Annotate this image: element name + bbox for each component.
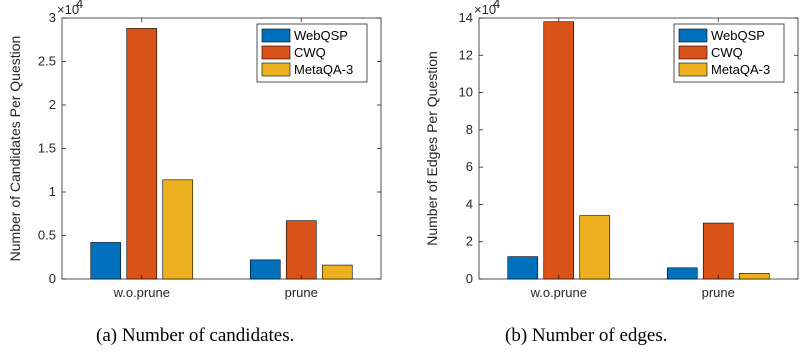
- legend-label: WebQSP: [294, 28, 348, 43]
- bar-metaqa-3-w-o-prune: [579, 215, 611, 280]
- y-tick-label: 12: [459, 47, 473, 62]
- y-tick-label: 6: [466, 159, 473, 174]
- legend-swatch: [678, 28, 708, 43]
- bar-cwq-prune: [285, 220, 317, 280]
- legend-label: MetaQA-3: [711, 62, 770, 77]
- x-tick-label: prune: [285, 285, 318, 300]
- y-tick-label: 1: [49, 184, 56, 199]
- y-tick-label: 4: [466, 196, 473, 211]
- bar-cwq-prune: [702, 222, 734, 280]
- y-tick-label: 0: [466, 271, 473, 286]
- bar-webqsp-prune: [666, 267, 698, 280]
- caption-b: (b) Number of edges.: [505, 325, 668, 346]
- y-multiplier: ×10: [474, 2, 496, 17]
- y-tick-label: 14: [459, 10, 473, 25]
- y-tick-label: 10: [459, 85, 473, 100]
- legend-swatch: [261, 28, 291, 43]
- y-tick-label: 2.5: [38, 54, 56, 69]
- y-multiplier-exponent: 4: [76, 0, 83, 11]
- y-tick-label: 3: [49, 10, 56, 25]
- y-tick-label: 0: [49, 271, 56, 286]
- legend-swatch: [678, 45, 708, 60]
- x-tick-label: w.o.prune: [113, 285, 170, 300]
- y-axis-label: Number of Candidates Per Question: [7, 36, 23, 262]
- bar-webqsp-prune: [249, 259, 281, 280]
- y-tick-label: 2: [49, 97, 56, 112]
- legend-swatch: [678, 62, 708, 77]
- bar-metaqa-3-w-o-prune: [162, 179, 194, 280]
- caption-a: (a) Number of candidates.: [96, 325, 295, 346]
- bar-cwq-w-o-prune: [543, 21, 575, 280]
- bar-webqsp-w-o-prune: [90, 242, 122, 280]
- legend-label: MetaQA-3: [294, 62, 353, 77]
- bar-metaqa-3-prune: [321, 264, 353, 280]
- chart-a: 0 0.5 1 1.5 2 2.5 3×104 Number of Candidates Pe…: [7, 0, 382, 300]
- y-multiplier: ×10: [57, 2, 79, 17]
- y-tick-label: 2: [466, 234, 473, 249]
- legend-swatch: [261, 62, 291, 77]
- legend-label: CWQ: [711, 45, 743, 60]
- bar-cwq-w-o-prune: [126, 28, 158, 280]
- legend-label: CWQ: [294, 45, 326, 60]
- legend-swatch: [261, 45, 291, 60]
- y-tick-label: 1.5: [38, 141, 56, 156]
- y-multiplier-exponent: 4: [493, 0, 500, 11]
- y-tick-label: 8: [466, 122, 473, 137]
- legend-label: WebQSP: [711, 28, 765, 43]
- y-axis-label: Number of Edges Per Question: [424, 51, 440, 246]
- bar-metaqa-3-prune: [738, 273, 770, 280]
- bar-webqsp-w-o-prune: [507, 256, 539, 280]
- x-tick-label: w.o.prune: [530, 285, 587, 300]
- y-tick-label: 0.5: [38, 228, 56, 243]
- x-tick-label: prune: [702, 285, 735, 300]
